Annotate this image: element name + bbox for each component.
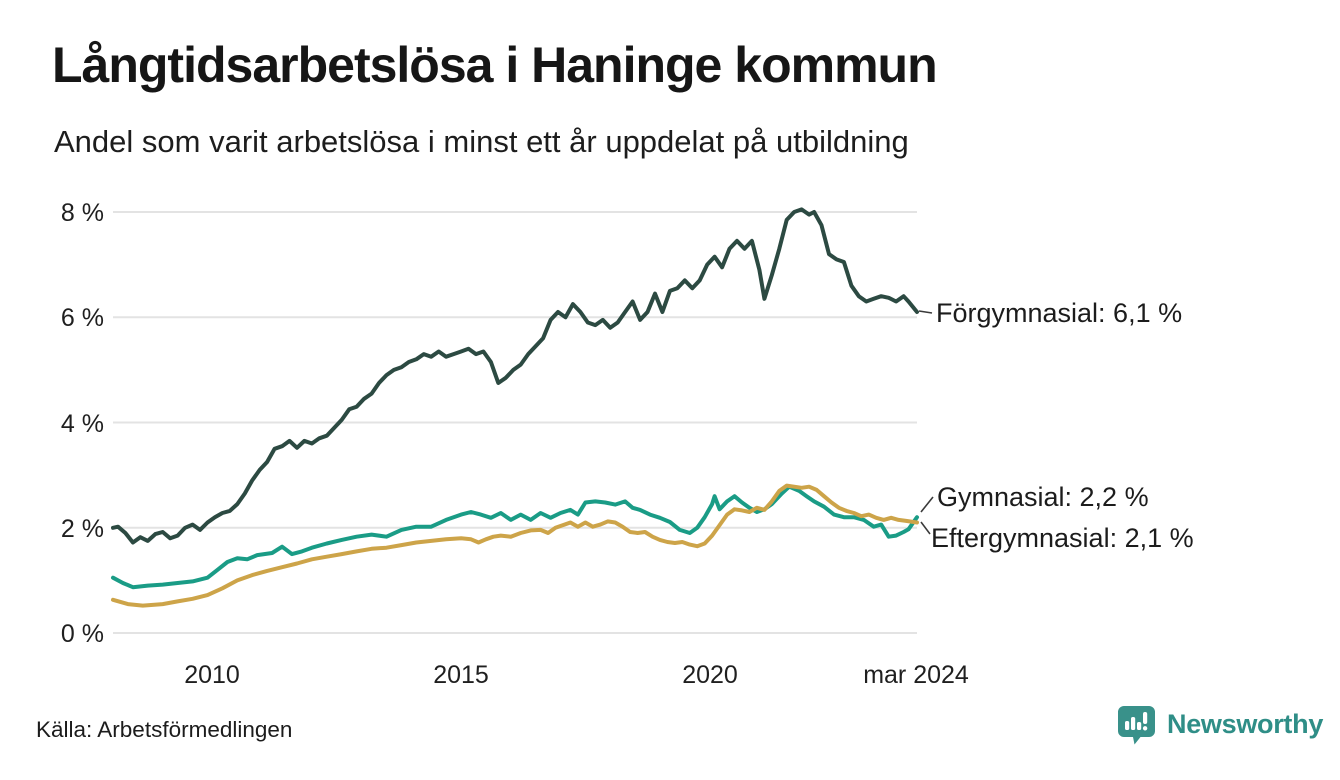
source-text: Källa: Arbetsförmedlingen	[36, 717, 293, 742]
y-tick-6: 6 %	[60, 304, 104, 332]
newsworthy-logo: Newsworthy	[1116, 704, 1323, 745]
leader-line-gymnasial	[920, 496, 934, 513]
newsworthy-bubble-chart-icon	[1118, 706, 1155, 745]
x-tick-2020: 2020	[682, 661, 738, 689]
y-tick-4: 4 %	[60, 410, 104, 438]
leader-line-eftergymnasial	[920, 521, 931, 535]
y-tick-8: 8 %	[60, 199, 104, 227]
y-tick-0: 0 %	[60, 620, 104, 648]
series-label-forgymnasial: Förgymnasial: 6,1 %	[936, 298, 1183, 328]
series-line-gymnasial	[111, 484, 919, 590]
leader-line-forgymnasial	[918, 310, 933, 314]
series-line-förgymnasial	[111, 207, 919, 545]
series-label-eftergymnasial: Eftergymnasial: 2,1 %	[931, 523, 1194, 553]
series-label-gymnasial: Gymnasial: 2,2 %	[937, 482, 1149, 512]
x-tick-2010: 2010	[184, 661, 240, 689]
series-line-eftergymnasial	[111, 483, 919, 608]
x-tick-2015: 2015	[433, 661, 489, 689]
y-tick-2: 2 %	[60, 515, 104, 543]
page-title: Långtidsarbetslösa i Haninge kommun	[52, 37, 938, 93]
newsworthy-wordmark: Newsworthy	[1167, 709, 1324, 739]
x-tick-mar-2024: mar 2024	[863, 661, 969, 689]
chart-subtitle: Andel som varit arbetslösa i minst ett å…	[54, 124, 909, 159]
